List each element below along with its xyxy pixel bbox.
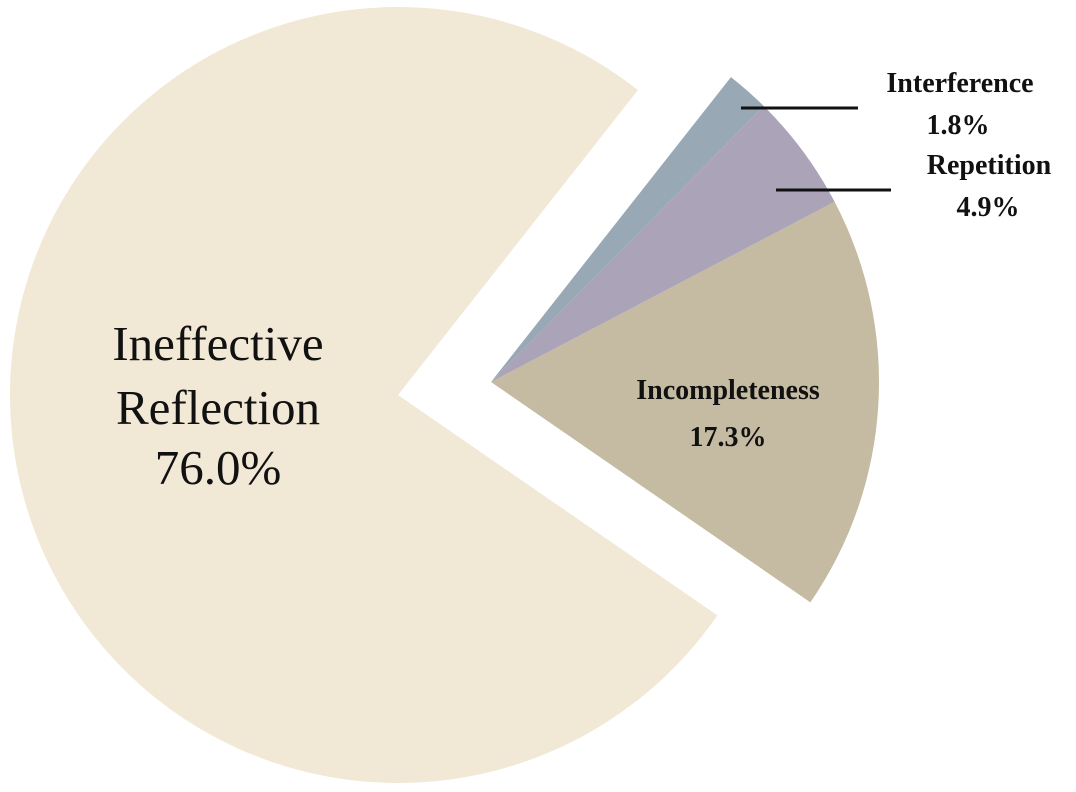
label-ineffective-reflection-line1: Ineffective [112,316,323,371]
label-repetition: Repetition [927,150,1052,181]
label-interference: Interference [886,68,1033,99]
percent-incompleteness: 17.3% [690,422,767,453]
pie-slices [10,7,879,783]
percent-interference: 1.8% [927,110,990,141]
pie-slice-repetition [491,106,835,382]
label-incompleteness: Incompleteness [636,375,820,406]
pie-slice-incompleteness [491,201,879,603]
leader-lines [741,106,891,192]
slice-labels: Ineffective Reflection 76.0% Incompleten… [112,68,1051,495]
pie-slice-interference [491,77,764,382]
percent-ineffective-reflection: 76.0% [155,440,282,495]
percent-repetition: 4.9% [957,192,1020,223]
label-ineffective-reflection-line2: Reflection [116,380,320,435]
pie-slice-ineffective-reflection [10,7,718,783]
